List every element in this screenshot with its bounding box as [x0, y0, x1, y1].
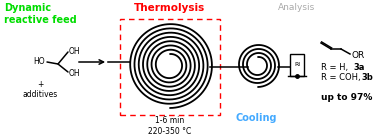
Text: Cooling: Cooling	[235, 113, 277, 123]
Text: OR: OR	[351, 51, 364, 59]
Text: Analysis: Analysis	[278, 3, 316, 12]
Bar	[290, 54, 304, 76]
Text: HO: HO	[33, 56, 45, 66]
Bar	[120, 19, 220, 115]
Text: Thermolysis: Thermolysis	[134, 3, 206, 13]
Text: +
additives: + additives	[22, 80, 57, 99]
Text: R = H,: R = H,	[321, 63, 353, 72]
Text: OH: OH	[69, 68, 81, 78]
Text: Dynamic
reactive feed: Dynamic reactive feed	[4, 3, 77, 25]
Text: 3b: 3b	[361, 73, 373, 82]
Text: 1-6 min
220-350 °C: 1-6 min 220-350 °C	[149, 116, 192, 136]
Text: 3a: 3a	[353, 63, 364, 72]
Text: OH: OH	[69, 47, 81, 55]
Text: R = COH,: R = COH,	[321, 73, 363, 82]
Text: up to 97%: up to 97%	[321, 93, 372, 102]
Text: RI: RI	[294, 62, 300, 67]
